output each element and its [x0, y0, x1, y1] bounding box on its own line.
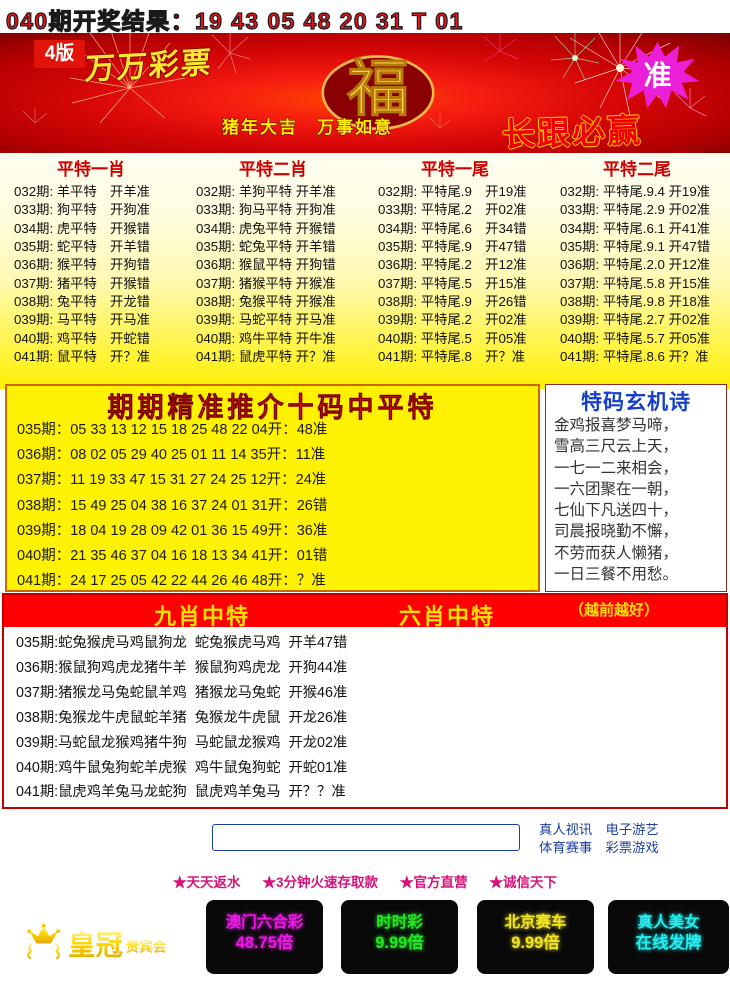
- svg-text:贵宾会: 贵宾会: [125, 939, 166, 955]
- svg-text:准: 准: [644, 60, 672, 91]
- svg-text:皇冠: 皇冠: [68, 929, 123, 960]
